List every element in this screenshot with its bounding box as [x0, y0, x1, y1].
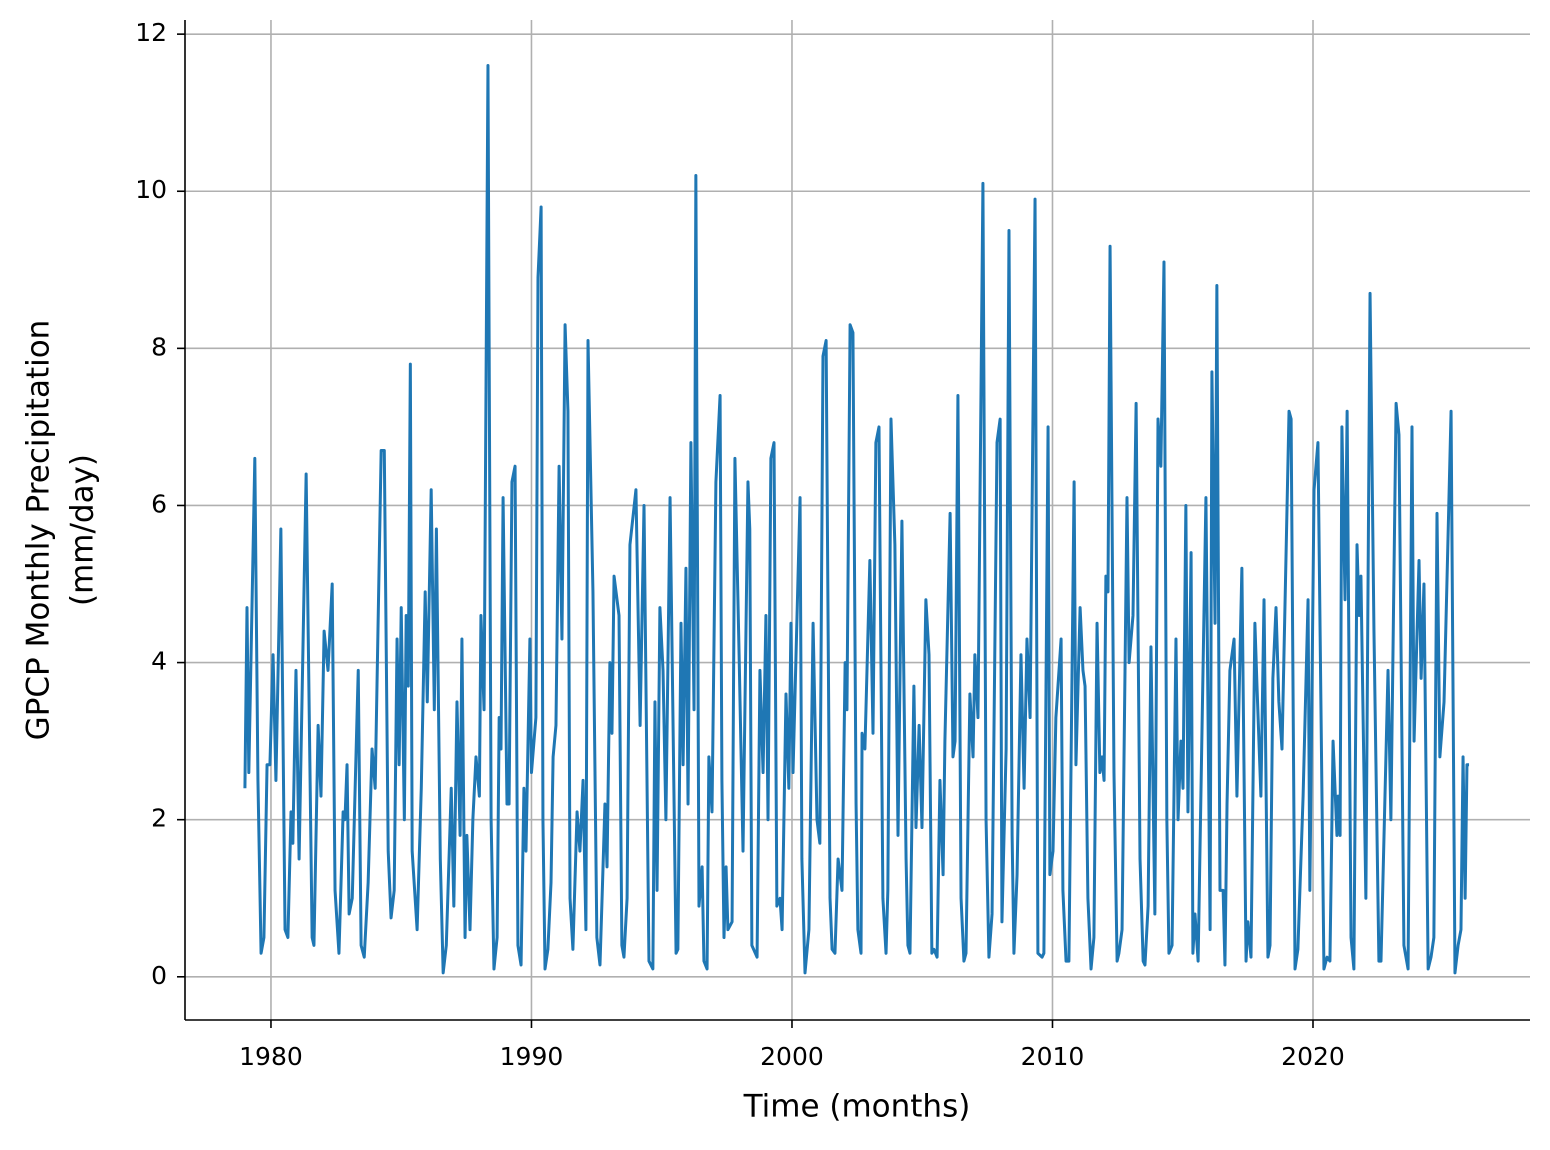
- y-tick-label: 12: [135, 18, 167, 47]
- data-line: [243, 64, 1470, 975]
- y-axis-label: GPCP Monthly Precipitation: [21, 320, 57, 741]
- y-tick-label: 8: [151, 332, 167, 361]
- y-tick-label: 6: [151, 489, 167, 518]
- y-tick-label: 2: [151, 804, 167, 833]
- y-axis-label: (mm/day): [65, 454, 101, 606]
- x-tick-label: 2020: [1281, 1042, 1345, 1071]
- y-tick-label: 4: [151, 647, 167, 676]
- y-tick-label: 0: [151, 961, 167, 990]
- x-tick-label: 2010: [1021, 1042, 1085, 1071]
- x-axis-label: Time (months): [743, 1089, 971, 1125]
- y-tick-label: 10: [135, 175, 167, 204]
- x-tick-label: 1990: [500, 1042, 564, 1071]
- x-tick-label: 1980: [239, 1042, 303, 1071]
- x-tick-label: 2000: [760, 1042, 824, 1071]
